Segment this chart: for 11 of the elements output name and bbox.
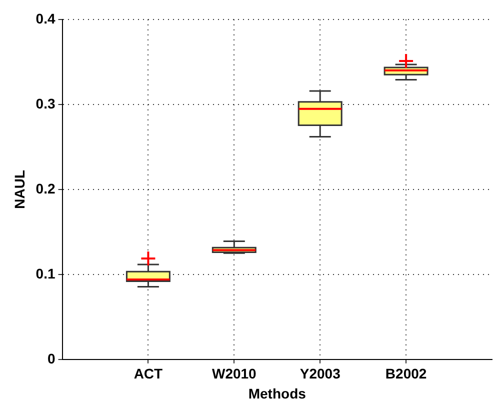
x-tick-label: B2002 (385, 366, 427, 382)
y-tick-label: 0.2 (36, 180, 56, 196)
y-axis-title: NAUL (11, 170, 28, 209)
x-tick-label: W2010 (212, 366, 257, 382)
y-tick-label: 0.1 (36, 265, 56, 282)
y-tick-label: 0.3 (36, 95, 56, 112)
x-tick-label: Y2003 (300, 366, 341, 382)
x-tick-label: ACT (134, 366, 164, 382)
y-tick-label: 0 (47, 350, 56, 366)
y-tick-label: 0.4 (36, 10, 56, 26)
x-axis-title: Methods (248, 385, 306, 402)
